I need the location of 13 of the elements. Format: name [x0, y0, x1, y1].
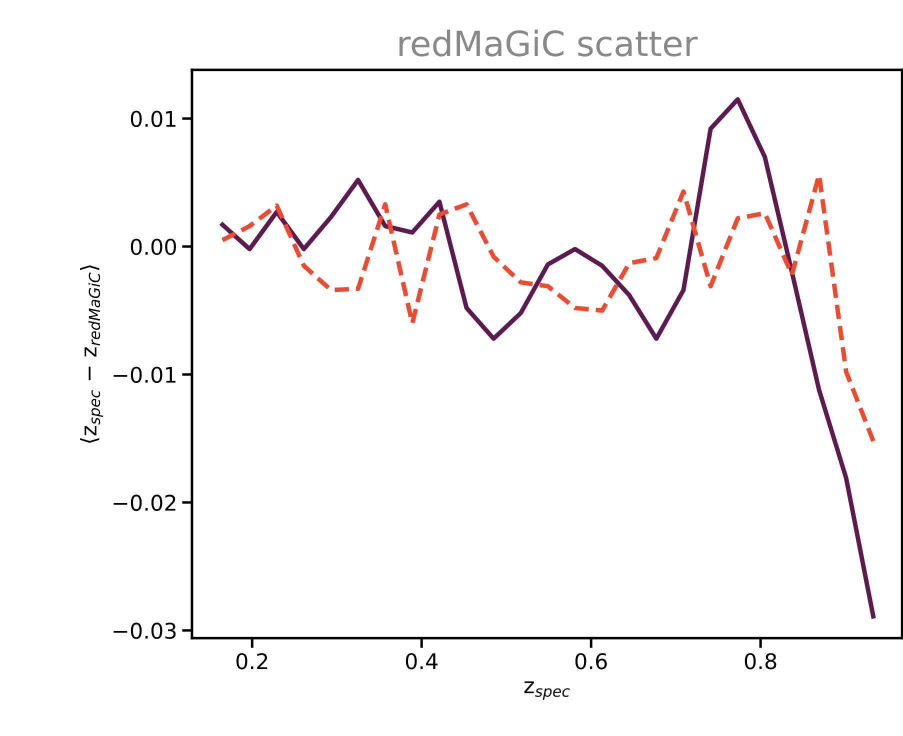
line-series — [220, 97, 876, 619]
y-tick-label: 0.01 — [130, 110, 176, 128]
chart-title: redMaGiC scatter — [400, 30, 698, 57]
x-tick-label: 0.4 — [406, 653, 438, 670]
y-axis-title: ⟨z$_{spec}$ − z$_{redMaGiC}$⟩ — [80, 265, 104, 443]
x-tick-label: 0.6 — [575, 653, 607, 670]
x-axis-title: z$_{spec}$ — [524, 681, 570, 700]
y-tick-label: −0.03 — [114, 622, 176, 639]
y-tick-label: −0.01 — [114, 366, 176, 383]
y-tick-label: −0.02 — [114, 494, 176, 511]
y-tick-label: 0.00 — [130, 238, 176, 256]
x-tick-label: 0.8 — [744, 653, 776, 670]
x-tick-label: 0.2 — [236, 653, 268, 670]
